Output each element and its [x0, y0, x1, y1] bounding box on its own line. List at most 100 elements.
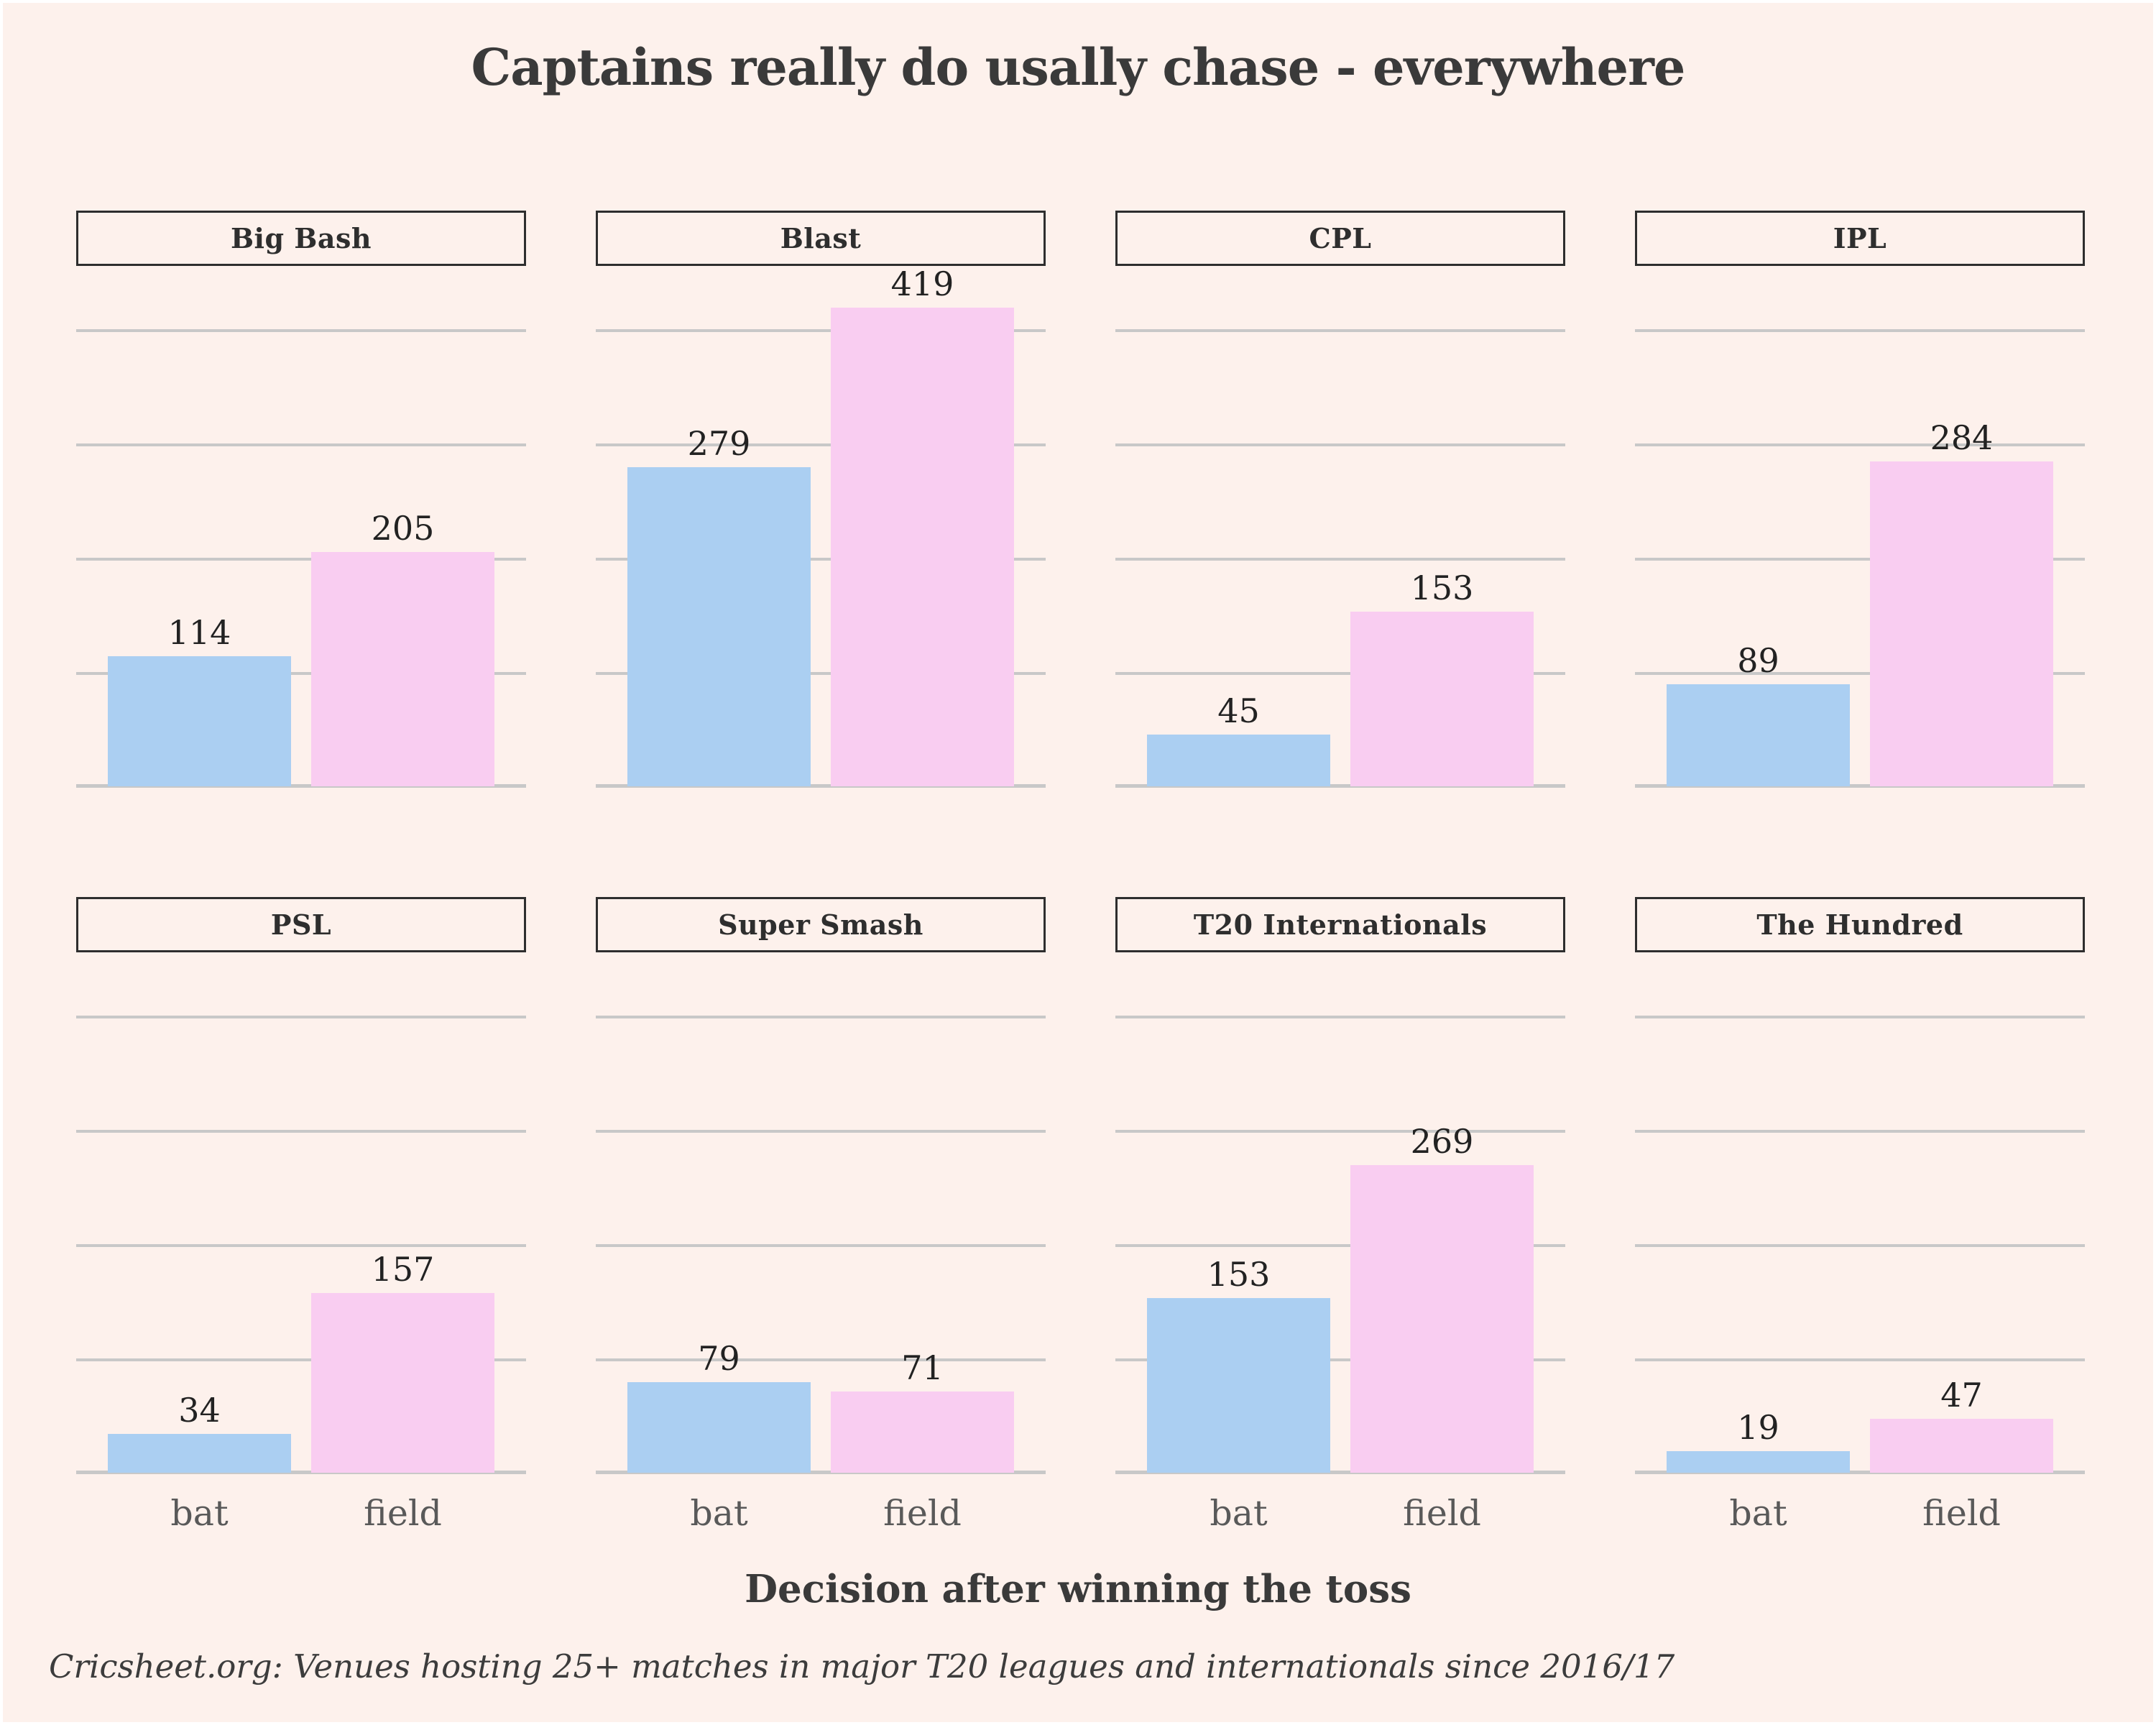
- x-tick-field: field: [1922, 1493, 2001, 1534]
- bar-group: 79 71: [627, 1342, 1014, 1473]
- bar-field: 284: [1870, 421, 2053, 786]
- facet-plot-area: 19 47: [1635, 952, 2085, 1474]
- grid-baseline: [1635, 784, 2085, 788]
- x-tick-bat: bat: [690, 1493, 748, 1534]
- bar-bat: 45: [1147, 694, 1330, 786]
- facet-plot-area: 89 284: [1635, 266, 2085, 788]
- bar-field: 157: [311, 1253, 494, 1473]
- bar-bat: 153: [1147, 1258, 1330, 1473]
- bar-group: 19 47: [1667, 1379, 2053, 1473]
- bar-bat: 279: [627, 427, 811, 786]
- x-tick-field: field: [1403, 1493, 1481, 1534]
- facet-panel: IPL 89 284: [1635, 211, 2085, 788]
- grid-line-200: [596, 558, 1046, 561]
- facet-title: PSL: [76, 897, 526, 952]
- facet-plot-area: 79 71: [596, 952, 1046, 1474]
- x-tick-labels: bat field: [1635, 1493, 2085, 1534]
- facet-plot-area: 279 419: [596, 266, 1046, 788]
- grid-line-100: [1635, 672, 2085, 675]
- grid-line-400: [76, 329, 526, 332]
- bar-value-label-field: 419: [890, 264, 954, 303]
- facet-title: Super Smash: [596, 897, 1046, 952]
- bar-value-label-bat: 45: [1217, 691, 1260, 730]
- bar-value-label-bat: 279: [687, 424, 751, 463]
- facet-title: Big Bash: [76, 211, 526, 266]
- grid-line-100: [596, 672, 1046, 675]
- facet-panel: The Hundred 19 47 bat field: [1635, 897, 2085, 1534]
- bar-bat: 114: [108, 616, 291, 786]
- bar-value-label-field: 205: [371, 509, 435, 548]
- bar-bat: 19: [1667, 1411, 1850, 1473]
- x-tick-bat: bat: [1210, 1493, 1268, 1534]
- bar-value-label-bat: 114: [167, 613, 231, 652]
- bar-value-label-field: 269: [1410, 1122, 1474, 1161]
- grid-line-400: [1115, 1016, 1565, 1018]
- x-tick-labels: bat field: [76, 1493, 526, 1534]
- facet-panel: PSL 34 157 bat field: [76, 897, 526, 1534]
- bar-value-label-field: 71: [901, 1348, 944, 1387]
- facet-title: Blast: [596, 211, 1046, 266]
- grid-baseline: [76, 784, 526, 788]
- grid-line-300: [1635, 443, 2085, 446]
- grid-line-100: [1115, 1358, 1565, 1361]
- bar-group: 114 205: [108, 512, 494, 786]
- grid-line-300: [1115, 443, 1565, 446]
- bar-group: 153 269: [1147, 1125, 1534, 1473]
- grid-line-100: [596, 1358, 1046, 1361]
- x-tick-bat: bat: [170, 1493, 229, 1534]
- facet-panel: Super Smash 79 71 bat field: [596, 897, 1046, 1534]
- grid-line-100: [76, 672, 526, 675]
- bar-group: 89 284: [1667, 421, 2053, 786]
- facet-title: T20 Internationals: [1115, 897, 1565, 952]
- bar-group: 34 157: [108, 1253, 494, 1473]
- grid-line-200: [76, 1244, 526, 1247]
- grid-line-300: [596, 443, 1046, 446]
- bar-value-label-bat: 153: [1207, 1255, 1271, 1294]
- bar-value-label-bat: 79: [698, 1339, 740, 1378]
- source-caption: Cricsheet.org: Venues hosting 25+ matche…: [49, 1647, 1675, 1685]
- facet-title: IPL: [1635, 211, 2085, 266]
- bar-field: 71: [831, 1351, 1014, 1473]
- x-tick-field: field: [364, 1493, 442, 1534]
- grid-baseline: [1115, 784, 1565, 788]
- bar-field: 269: [1350, 1125, 1534, 1473]
- grid-line-300: [76, 1130, 526, 1133]
- bar-value-label-bat: 89: [1737, 641, 1779, 680]
- grid-baseline: [76, 1471, 526, 1474]
- grid-baseline: [596, 784, 1046, 788]
- bar-group: 279 419: [627, 267, 1014, 786]
- facet-plot-area: 153 269: [1115, 952, 1565, 1474]
- grid-line-300: [1115, 1130, 1565, 1133]
- grid-line-300: [596, 1130, 1046, 1133]
- grid-line-200: [1635, 1244, 2085, 1247]
- bar-value-label-field: 47: [1940, 1376, 1983, 1414]
- facet-title: The Hundred: [1635, 897, 2085, 952]
- grid-line-100: [76, 1358, 526, 1361]
- grid-line-200: [1635, 558, 2085, 561]
- grid-line-300: [76, 443, 526, 446]
- grid-line-200: [1115, 1244, 1565, 1247]
- facet-panel: CPL 45 153: [1115, 211, 1565, 788]
- grid-line-200: [1115, 558, 1565, 561]
- grid-line-400: [76, 1016, 526, 1018]
- grid-baseline: [596, 1471, 1046, 1474]
- grid-line-200: [76, 558, 526, 561]
- x-tick-labels: bat field: [596, 1493, 1046, 1534]
- bar-group: 45 153: [1147, 571, 1534, 786]
- grid-baseline: [1635, 1471, 2085, 1474]
- chart-title: Captains really do usally chase - everyw…: [471, 37, 1686, 97]
- bar-value-label-bat: 19: [1737, 1408, 1779, 1447]
- bar-field: 47: [1870, 1379, 2053, 1473]
- x-tick-labels: bat field: [1115, 1493, 1565, 1534]
- bar-field: 153: [1350, 571, 1534, 786]
- facet-title: CPL: [1115, 211, 1565, 266]
- facet-grid: Big Bash 114 205 Blast: [76, 211, 2153, 1534]
- facet-panel: Big Bash 114 205: [76, 211, 526, 788]
- bar-field: 205: [311, 512, 494, 786]
- grid-line-100: [1115, 672, 1565, 675]
- facet-plot-area: 114 205: [76, 266, 526, 788]
- bar-bat: 34: [108, 1394, 291, 1473]
- grid-line-400: [1635, 1016, 2085, 1018]
- grid-line-100: [1635, 1358, 2085, 1361]
- bar-value-label-bat: 34: [178, 1391, 221, 1430]
